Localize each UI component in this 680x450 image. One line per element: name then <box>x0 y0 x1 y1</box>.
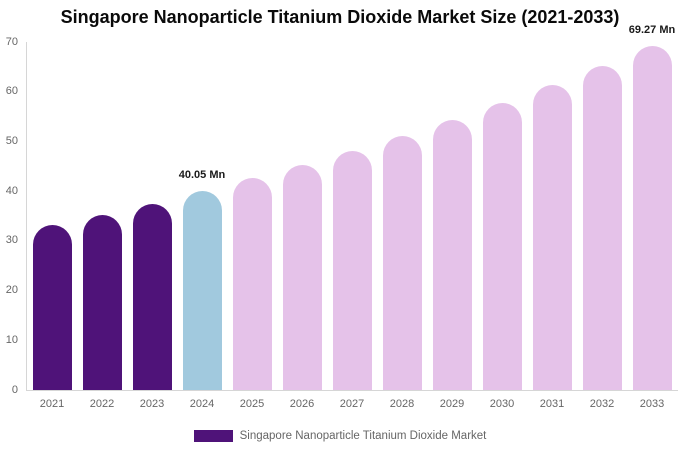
bar-2030[interactable] <box>482 103 522 390</box>
x-axis-line <box>26 390 678 391</box>
bar-2032[interactable] <box>582 65 622 390</box>
legend: Singapore Nanoparticle Titanium Dioxide … <box>0 426 680 446</box>
bar-2033[interactable] <box>632 45 672 390</box>
x-tick-label-2024: 2024 <box>189 398 215 410</box>
bar-2029[interactable] <box>432 120 472 390</box>
x-tick-label-2031: 2031 <box>539 398 565 410</box>
y-tick-label-50: 50 <box>5 134 18 147</box>
bar-2026[interactable] <box>282 165 322 390</box>
x-tick-label-2022: 2022 <box>89 398 115 410</box>
legend-swatch-icon <box>193 430 233 442</box>
bar-2031[interactable] <box>532 84 572 390</box>
bar-2021[interactable] <box>32 224 72 390</box>
x-tick-label-2032: 2032 <box>589 398 615 410</box>
x-tick-label-2026: 2026 <box>289 398 315 410</box>
x-tick-label-2027: 2027 <box>339 398 365 410</box>
legend-item[interactable]: Singapore Nanoparticle Titanium Dioxide … <box>193 430 487 442</box>
y-tick-label-20: 20 <box>5 284 18 297</box>
bar-2028[interactable] <box>382 135 422 390</box>
y-tick-label-40: 40 <box>5 184 18 197</box>
x-tick-label-2029: 2029 <box>439 398 465 410</box>
x-tick-label-2033: 2033 <box>639 398 665 410</box>
annotation-2033: 69.27 Mn <box>628 23 676 36</box>
x-tick-label-2021: 2021 <box>39 398 65 410</box>
bar-2025[interactable] <box>232 178 272 390</box>
y-axis-line <box>26 42 27 390</box>
x-tick-label-2025: 2025 <box>239 398 265 410</box>
bar-2024[interactable] <box>182 190 222 390</box>
y-tick-label-0: 0 <box>11 383 18 396</box>
y-tick-label-70: 70 <box>5 35 18 48</box>
bar-2023[interactable] <box>132 203 172 390</box>
annotation-2024: 40.05 Mn <box>178 168 226 181</box>
x-tick-label-2028: 2028 <box>389 398 415 410</box>
legend-label: Singapore Nanoparticle Titanium Dioxide … <box>239 430 487 442</box>
chart-title: Singapore Nanoparticle Titanium Dioxide … <box>60 7 620 27</box>
x-tick-label-2030: 2030 <box>489 398 515 410</box>
y-tick-label-60: 60 <box>5 85 18 98</box>
bar-2027[interactable] <box>332 150 372 390</box>
bar-2022[interactable] <box>82 215 122 390</box>
x-tick-label-2023: 2023 <box>139 398 165 410</box>
y-tick-label-10: 10 <box>5 333 18 346</box>
y-tick-label-30: 30 <box>5 234 18 247</box>
